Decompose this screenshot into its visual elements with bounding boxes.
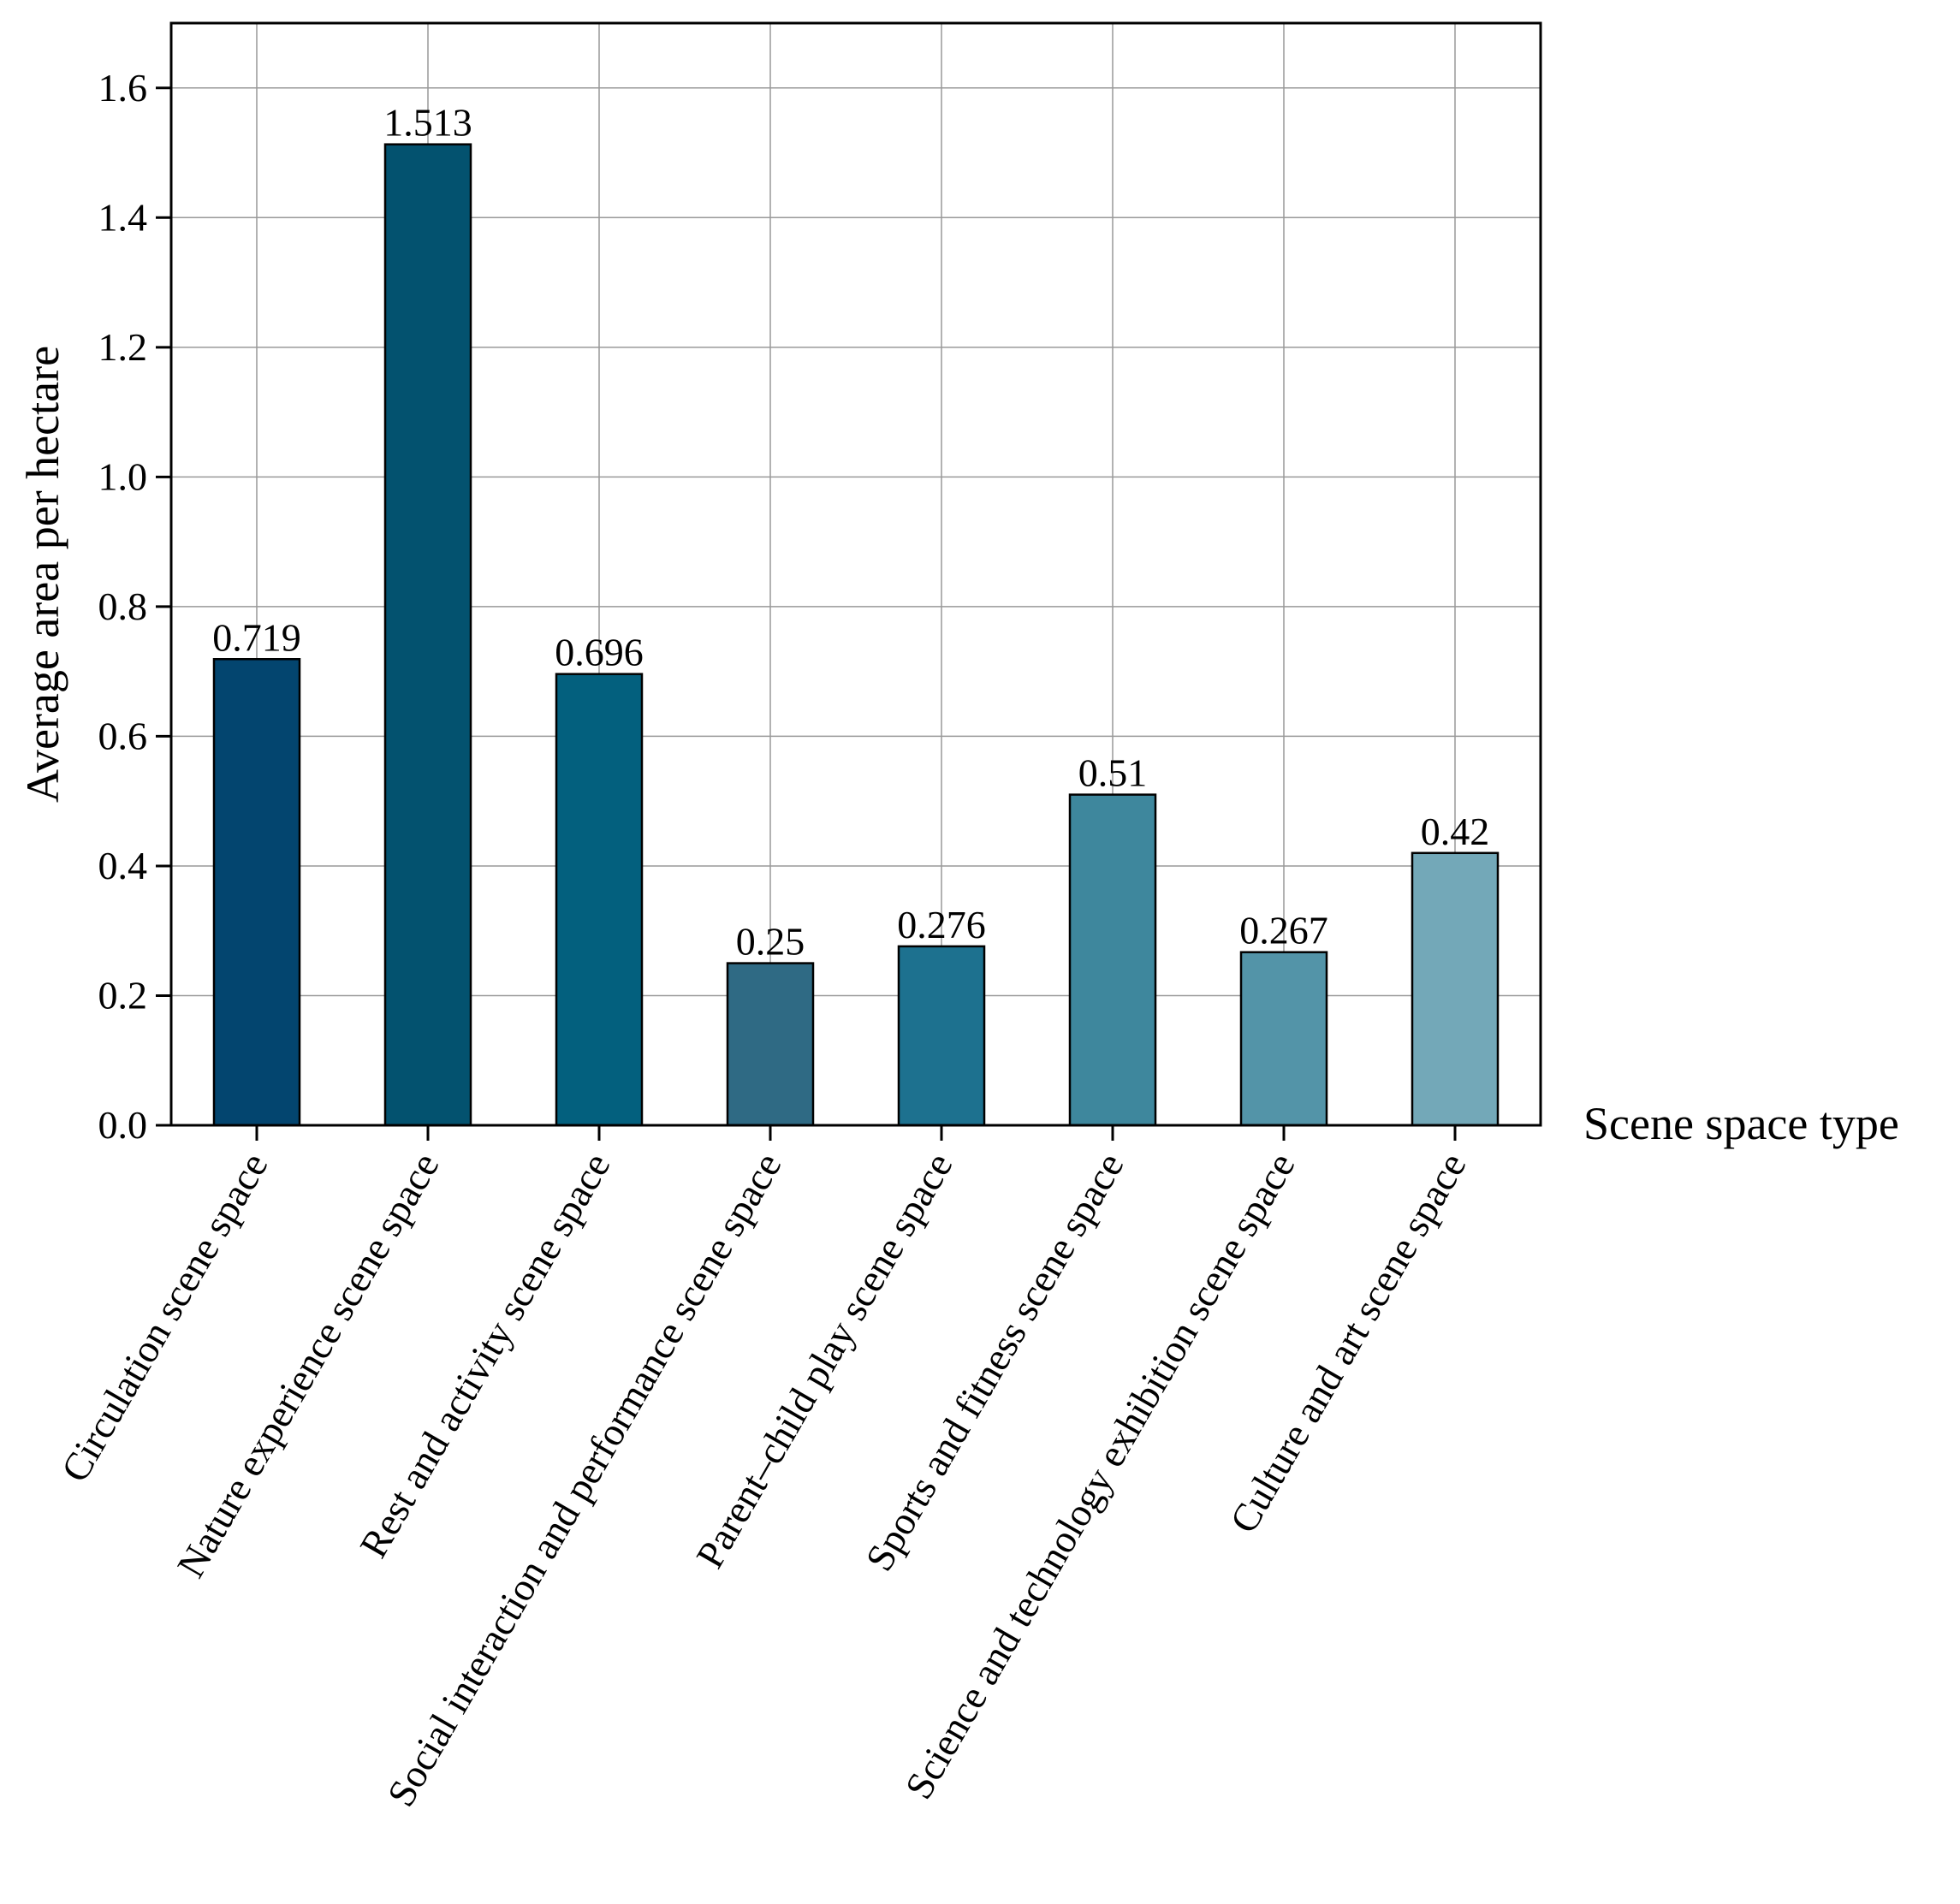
y-axis: 0.0 0.2 0.4 0.6 0.8 1.0 1.2 1.4 1.6 bbox=[98, 66, 171, 1147]
bar bbox=[383, 143, 472, 1127]
bars: 0.719 1.513 0.696 0.25 0.276 0.51 0.267 0.42 bbox=[212, 101, 1500, 1127]
bar-value-label: 0.267 bbox=[1239, 909, 1328, 952]
y-tick-label: 0.8 bbox=[98, 584, 148, 628]
y-tick-label: 0.0 bbox=[98, 1103, 148, 1147]
y-tick-label: 0.6 bbox=[98, 714, 148, 757]
bar-value-label: 0.25 bbox=[736, 920, 805, 964]
y-tick-label: 1.0 bbox=[98, 454, 148, 498]
x-axis-label: Scene space type bbox=[1583, 1098, 1899, 1149]
bar-value-label: 0.42 bbox=[1421, 810, 1490, 853]
y-axis-label: Average area per hectare bbox=[17, 346, 68, 803]
y-tick-label: 0.4 bbox=[98, 844, 148, 887]
y-tick-label: 1.2 bbox=[98, 325, 148, 369]
bar bbox=[212, 658, 301, 1127]
bar-value-label: 0.719 bbox=[212, 615, 301, 659]
y-tick-label: 0.2 bbox=[98, 973, 148, 1017]
bar-value-label: 0.276 bbox=[897, 903, 986, 946]
x-tick-label: Social interaction and performance scene… bbox=[378, 1146, 789, 1814]
bar bbox=[1411, 851, 1500, 1127]
bar bbox=[555, 673, 644, 1127]
bar bbox=[726, 962, 815, 1127]
plot-frame bbox=[169, 21, 1542, 1127]
bar-value-label: 0.696 bbox=[555, 631, 644, 674]
bar bbox=[1068, 793, 1157, 1127]
bar-value-label: 0.51 bbox=[1078, 751, 1148, 795]
bar bbox=[897, 945, 986, 1127]
bar-value-label: 1.513 bbox=[383, 101, 472, 145]
grid bbox=[171, 23, 1541, 1126]
x-tick-label: Science and technology exhibition scene … bbox=[896, 1146, 1303, 1806]
y-tick-label: 1.4 bbox=[98, 195, 148, 239]
y-tick-label: 1.6 bbox=[98, 66, 148, 110]
bar bbox=[1239, 951, 1328, 1127]
